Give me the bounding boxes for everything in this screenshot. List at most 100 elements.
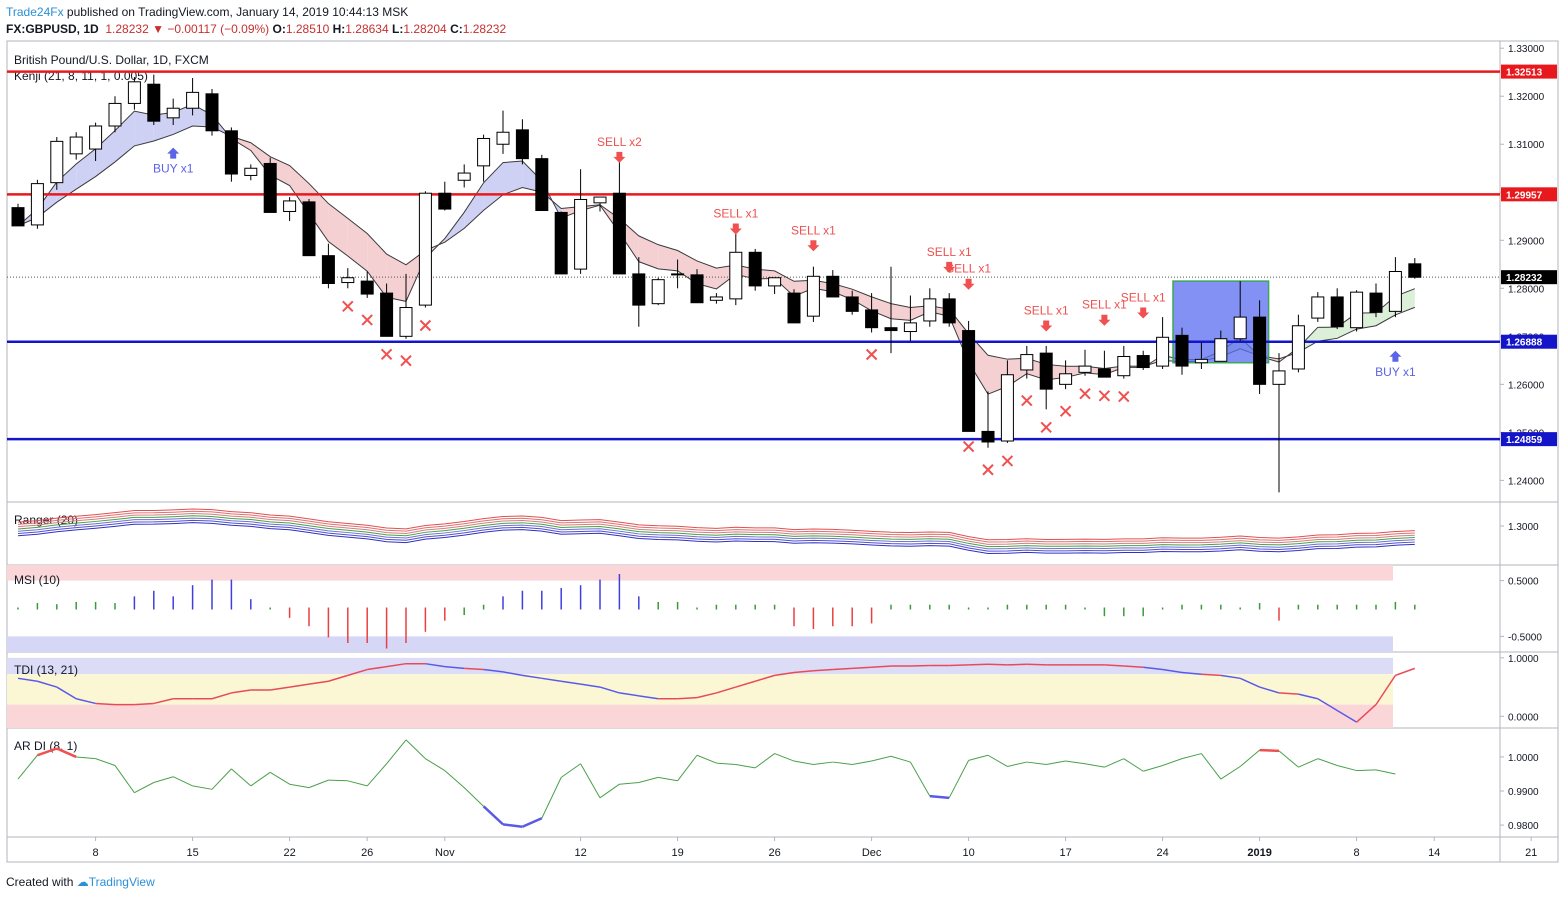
ardi-line-segment: [1026, 761, 1047, 765]
bear-candle[interactable]: [884, 327, 898, 332]
bull-candle[interactable]: [806, 275, 820, 317]
bull-candle[interactable]: [1311, 296, 1325, 319]
sell-signal-label: SELL x1: [1082, 298, 1127, 312]
bull-candle[interactable]: [186, 91, 200, 109]
bear-candle[interactable]: [748, 251, 762, 287]
bull-candle[interactable]: [1059, 373, 1073, 385]
cross-marker: [982, 464, 994, 476]
bull-candle[interactable]: [1078, 365, 1092, 373]
bull-candle[interactable]: [1233, 316, 1247, 340]
sell-signal-label: SELL x1: [946, 262, 991, 276]
bull-candle[interactable]: [903, 322, 917, 333]
bull-candle[interactable]: [108, 102, 122, 127]
tdi-line-segment: [1395, 667, 1416, 677]
ardi-line-segment: [599, 783, 620, 799]
bull-candle[interactable]: [593, 196, 607, 204]
bear-candle[interactable]: [554, 211, 568, 275]
bear-candle[interactable]: [1097, 368, 1111, 378]
tdi-pane[interactable]: TDI (13, 21) 1.0000 0.0000: [7, 654, 1539, 728]
bear-candle[interactable]: [360, 280, 374, 295]
bull-candle[interactable]: [89, 125, 103, 150]
tdi-line-segment: [1278, 692, 1299, 695]
tradingview-link[interactable]: TradingView: [88, 875, 155, 889]
bull-candle[interactable]: [341, 277, 355, 284]
bear-candle[interactable]: [380, 292, 394, 337]
bear-candle[interactable]: [1175, 334, 1189, 367]
bear-candle[interactable]: [962, 330, 976, 432]
price-pane[interactable]: British Pound/U.S. Dollar, 1D, FXCMKenji…: [7, 44, 1557, 493]
bull-candle[interactable]: [1350, 291, 1364, 329]
ardi-pane[interactable]: AR DI (8, 1) 1.0000 0.9900 0.9800: [14, 739, 1539, 832]
time-axis[interactable]: 8 15 22 26 Nov 12 19 26 Dec 10 17 24 2019 8 14 21: [93, 837, 1538, 859]
bull-candle[interactable]: [496, 131, 510, 145]
time-tick-label: 12: [574, 847, 586, 859]
bull-candle[interactable]: [127, 81, 141, 104]
bear-candle[interactable]: [515, 129, 529, 160]
bull-candle[interactable]: [477, 137, 491, 167]
bull-candle[interactable]: [457, 172, 471, 181]
bull-candle[interactable]: [50, 140, 64, 184]
bear-candle[interactable]: [321, 255, 335, 285]
bull-candle[interactable]: [283, 200, 297, 212]
bear-candle[interactable]: [535, 158, 549, 212]
bear-candle[interactable]: [1330, 296, 1344, 328]
bear-candle[interactable]: [1253, 316, 1267, 385]
tdi-line-segment: [541, 677, 562, 682]
bear-candle[interactable]: [690, 274, 704, 304]
bear-candle[interactable]: [224, 130, 238, 175]
author-link[interactable]: Trade24Fx: [6, 5, 64, 19]
bear-candle[interactable]: [865, 309, 879, 329]
bear-candle[interactable]: [205, 93, 219, 132]
bull-candle[interactable]: [729, 251, 743, 300]
bull-candle[interactable]: [1000, 374, 1014, 442]
bear-candle[interactable]: [942, 298, 956, 324]
ardi-line-segment: [871, 755, 892, 762]
bull-candle[interactable]: [1020, 354, 1034, 371]
bear-candle[interactable]: [263, 162, 277, 213]
bull-candle[interactable]: [399, 307, 413, 337]
bull-candle[interactable]: [923, 298, 937, 322]
bull-candle[interactable]: [1194, 358, 1208, 364]
bull-candle[interactable]: [574, 198, 588, 270]
bear-candle[interactable]: [1039, 352, 1053, 390]
bear-candle[interactable]: [845, 296, 859, 312]
bull-candle[interactable]: [1156, 336, 1170, 367]
bear-candle[interactable]: [612, 192, 626, 275]
bull-candle[interactable]: [1214, 338, 1228, 362]
ranger-pane[interactable]: Ranger (20) 1.3000: [14, 508, 1539, 554]
bull-candle[interactable]: [30, 183, 44, 226]
tdi-line-segment: [522, 674, 542, 680]
bull-candle[interactable]: [418, 192, 432, 306]
bull-candle[interactable]: [671, 273, 685, 276]
bull-candle[interactable]: [768, 277, 782, 287]
ardi-line-segment: [1337, 764, 1357, 772]
bear-candle[interactable]: [981, 430, 995, 443]
bull-candle[interactable]: [651, 279, 665, 305]
bear-candle[interactable]: [1369, 292, 1383, 313]
bear-candle[interactable]: [826, 275, 840, 298]
bear-candle[interactable]: [1136, 355, 1150, 369]
bear-candle[interactable]: [11, 207, 25, 227]
bull-candle[interactable]: [244, 167, 258, 176]
bear-candle[interactable]: [1408, 263, 1422, 278]
bull-candle[interactable]: [1117, 355, 1131, 377]
bull-candle[interactable]: [166, 107, 180, 119]
ardi-line-segment: [560, 763, 581, 778]
msi-pane[interactable]: MSI (10) 0.5000 -0.5000: [7, 565, 1542, 652]
bull-candle[interactable]: [1388, 271, 1402, 312]
bear-candle[interactable]: [147, 83, 161, 122]
publish-info: published on TradingView.com, January 14…: [63, 5, 409, 19]
bear-candle[interactable]: [302, 201, 316, 257]
bull-candle[interactable]: [1291, 325, 1305, 370]
ardi-line-segment: [1239, 749, 1260, 767]
open-label: O:: [272, 22, 286, 36]
bear-candle[interactable]: [438, 192, 452, 210]
bear-candle[interactable]: [632, 273, 646, 306]
time-tick-label: 22: [283, 847, 295, 859]
bear-candle[interactable]: [787, 292, 801, 324]
bull-candle[interactable]: [1272, 370, 1286, 385]
bull-candle[interactable]: [69, 136, 83, 155]
bull-candle[interactable]: [709, 296, 723, 301]
tdi-lower-zone: [7, 704, 1393, 728]
